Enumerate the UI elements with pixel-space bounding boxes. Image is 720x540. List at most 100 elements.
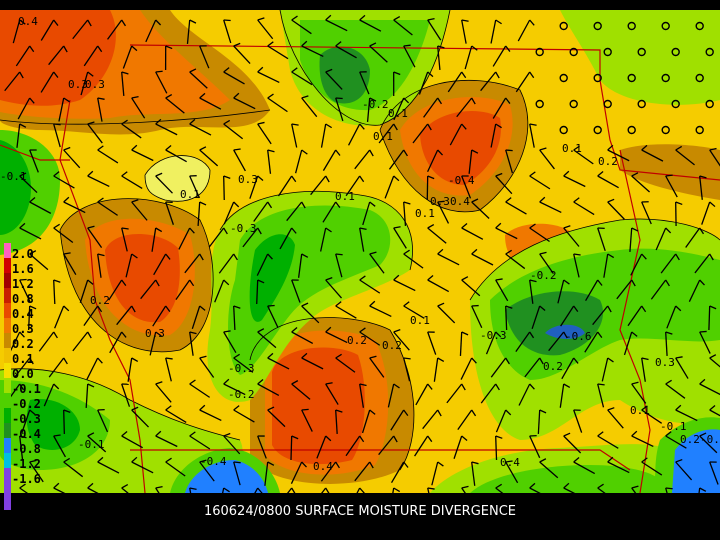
- calm-marker: [535, 47, 544, 57]
- barb-shaft: [301, 357, 324, 370]
- barb-shaft: [335, 45, 357, 59]
- barb-flag: [437, 248, 444, 255]
- barb-shaft: [63, 201, 86, 214]
- barb-flag: [403, 149, 408, 157]
- barb-flag: [87, 225, 95, 229]
- barb-shaft: [29, 461, 44, 483]
- barb-flag: [19, 222, 26, 229]
- barb-shaft: [310, 175, 327, 196]
- barb-shaft: [242, 227, 259, 248]
- contour-label: 0.1: [335, 190, 355, 203]
- contour-label: 0.1: [388, 107, 408, 120]
- barb-flag: [335, 353, 342, 359]
- barb-shaft: [87, 123, 103, 144]
- barb-shaft: [83, 305, 99, 327]
- barb-shaft: [629, 227, 633, 252]
- barb-flag: [29, 97, 35, 104]
- calm-marker: [705, 47, 714, 57]
- barb-shaft: [453, 435, 463, 459]
- contour-label: -0.1: [0, 170, 27, 183]
- barb-flag: [699, 227, 705, 235]
- contour-label: -0.2: [362, 98, 389, 111]
- barb-shaft: [325, 71, 343, 90]
- barb-flag: [97, 456, 104, 463]
- barb-shaft: [256, 253, 269, 276]
- barb-flag: [471, 149, 479, 154]
- barb-flag: [155, 172, 163, 177]
- barb-flag: [131, 406, 139, 411]
- barb-flag: [675, 458, 683, 463]
- barb-flag: [29, 357, 34, 365]
- barb-flag: [87, 331, 92, 339]
- barb-shaft: [403, 357, 411, 382]
- barb-shaft: [616, 279, 633, 300]
- barb-flag: [131, 95, 139, 99]
- barb-flag: [461, 383, 466, 391]
- barb-shaft: [116, 305, 133, 326]
- barb-shaft: [189, 71, 208, 89]
- barb-shaft: [257, 19, 274, 40]
- barb-shaft: [297, 253, 303, 278]
- barb-shaft: [63, 461, 84, 478]
- barb-shaft: [665, 383, 686, 399]
- barb-shaft: [505, 461, 519, 484]
- barb-shaft: [359, 279, 381, 294]
- barb-shaft: [457, 409, 473, 430]
- barb-flag: [597, 383, 605, 386]
- barb-shaft: [650, 279, 667, 300]
- barb-flag: [539, 251, 547, 255]
- barb-flag: [573, 305, 579, 313]
- barb-flag: [257, 227, 262, 235]
- calm-marker: [671, 99, 680, 109]
- barb-flag: [427, 487, 435, 490]
- barb-flag: [199, 92, 206, 99]
- barb-shaft: [291, 19, 312, 35]
- barb-shaft: [464, 45, 473, 70]
- barb-shaft: [559, 383, 565, 408]
- barb-flag: [155, 430, 162, 437]
- barb-shaft: [480, 71, 497, 92]
- barb-shaft: [601, 357, 609, 382]
- barb-flag: [393, 15, 401, 21]
- barb-flag: [199, 253, 204, 261]
- contour-label: 0.2: [598, 155, 618, 168]
- barb-flag: [121, 331, 127, 338]
- barb-flag: [539, 147, 547, 151]
- legend-label: -1.2: [12, 457, 41, 471]
- barb-shaft: [433, 357, 439, 382]
- barb-flag: [607, 144, 614, 151]
- barb-shaft: [597, 383, 605, 408]
- barb-shaft: [665, 435, 687, 449]
- barb-shaft: [505, 253, 526, 270]
- barb-shaft: [537, 409, 541, 434]
- barb-shaft: [320, 461, 337, 482]
- barb-flag: [29, 45, 35, 53]
- barb-flag: [393, 71, 401, 76]
- barb-shaft: [471, 201, 490, 219]
- contour-label: 0.2: [90, 294, 110, 307]
- barb-shaft: [16, 123, 21, 148]
- barb-flag: [53, 331, 58, 339]
- barb-flag: [291, 435, 299, 440]
- barb-flag: [325, 326, 332, 333]
- barb-flag: [267, 253, 273, 260]
- barb-shaft: [359, 71, 370, 95]
- barb-shaft: [267, 149, 272, 174]
- barb-shaft: [446, 383, 463, 404]
- barb-flag: [19, 331, 25, 338]
- barb-flag: [427, 275, 434, 281]
- barb-flag: [257, 121, 265, 125]
- barb-shaft: [325, 279, 343, 299]
- barb-flag: [573, 145, 580, 151]
- barb-shaft: [366, 97, 371, 122]
- barb-shaft: [153, 253, 167, 276]
- barb-flag: [393, 383, 400, 389]
- barb-shaft: [393, 19, 413, 36]
- barb-shaft: [316, 435, 327, 459]
- calm-marker: [593, 21, 602, 31]
- barb-shaft: [563, 175, 586, 188]
- barb-shaft: [505, 305, 508, 331]
- barb-shaft: [301, 45, 324, 58]
- barb-flag: [325, 382, 333, 385]
- barb-shaft: [199, 149, 219, 167]
